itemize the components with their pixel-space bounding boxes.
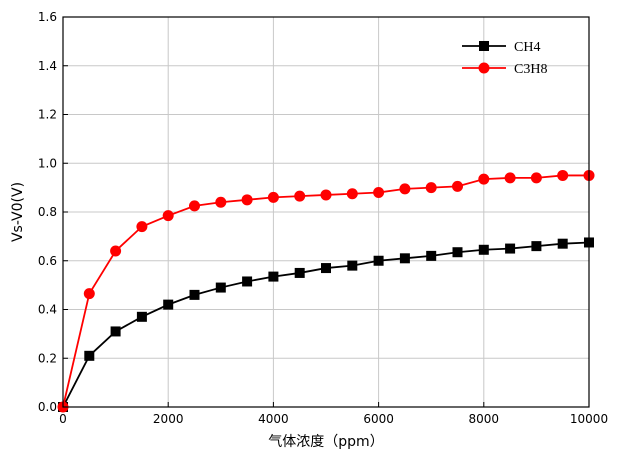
data-point — [399, 183, 411, 195]
y-tick-label: 1.6 — [38, 10, 57, 24]
data-point — [241, 194, 253, 206]
data-point — [426, 250, 437, 261]
data-point — [373, 187, 385, 198]
legend-label: CH4 — [514, 40, 540, 55]
data-point — [294, 267, 305, 278]
data-point — [294, 190, 306, 202]
data-point — [136, 221, 148, 233]
y-tick-label: 0.0 — [38, 400, 57, 414]
x-axis-title: 气体浓度（ppm） — [268, 434, 383, 450]
data-point — [321, 263, 331, 274]
data-point — [478, 173, 490, 185]
data-point — [162, 210, 174, 222]
x-tick-label: 10000 — [570, 412, 608, 426]
legend-marker — [479, 41, 489, 51]
data-point — [557, 169, 569, 181]
data-point — [373, 255, 384, 266]
data-point — [242, 276, 253, 287]
data-point — [320, 189, 332, 201]
data-point — [189, 200, 200, 212]
data-point — [425, 182, 437, 194]
data-point — [84, 350, 95, 361]
data-point — [557, 238, 568, 249]
grid — [63, 17, 589, 407]
y-tick-label: 1.4 — [38, 59, 57, 73]
x-tick-label: 0 — [59, 412, 67, 426]
legend-item-c3h8: C3H8 — [462, 62, 547, 77]
data-point — [530, 172, 542, 184]
y-axis-title: Vs-V0(V) — [10, 182, 26, 242]
data-point — [215, 196, 227, 208]
x-tick-label: 8000 — [469, 412, 500, 426]
axis-ticks: 0 2000 4000 6000 8000 10000 0.0 0.2 0.4 0.6 0.8 1.0… — [38, 10, 608, 426]
data-point — [452, 247, 463, 258]
data-point — [346, 188, 358, 200]
data-point — [531, 241, 542, 252]
data-point — [189, 289, 200, 300]
y-tick-label: 0.6 — [38, 254, 57, 268]
data-point — [110, 245, 122, 257]
data-point — [215, 282, 226, 293]
data-point — [267, 191, 279, 203]
data-point — [110, 326, 121, 337]
data-point — [452, 180, 463, 192]
x-tick-label: 6000 — [363, 412, 394, 426]
series-line — [62, 174, 589, 408]
y-tick-label: 0.2 — [38, 351, 57, 365]
data-point — [347, 260, 358, 271]
legend-label: C3H8 — [514, 62, 547, 77]
data-point — [163, 299, 174, 310]
legend: CH4 C3H8 — [462, 40, 547, 77]
y-tick-label: 0.4 — [38, 303, 57, 317]
data-point — [136, 311, 147, 322]
data-point — [504, 172, 516, 184]
y-tick-label: 1.0 — [38, 156, 57, 170]
data-point — [399, 253, 410, 264]
series-c3h8 — [57, 169, 595, 413]
series-ch4 — [58, 237, 594, 412]
y-tick-label: 1.2 — [38, 108, 57, 122]
legend-marker — [478, 62, 490, 74]
series-layer — [57, 169, 595, 413]
x-tick-label: 4000 — [258, 412, 289, 426]
data-point — [268, 271, 279, 282]
y-tick-label: 0.8 — [38, 205, 57, 219]
data-point — [478, 244, 489, 255]
data-point — [83, 288, 95, 300]
x-tick-label: 2000 — [153, 412, 184, 426]
data-point — [505, 243, 516, 254]
legend-item-ch4: CH4 — [462, 40, 540, 55]
